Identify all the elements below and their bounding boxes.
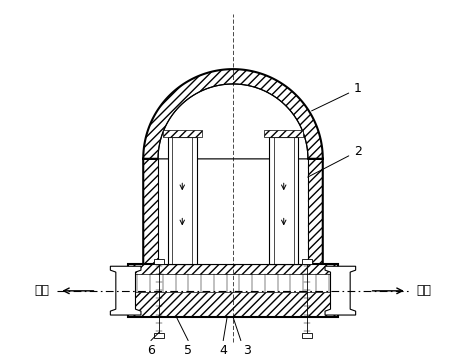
Polygon shape [163,130,202,138]
Polygon shape [110,266,141,315]
Polygon shape [269,138,298,264]
Polygon shape [128,264,338,317]
Text: 1: 1 [312,82,362,111]
Text: 进水: 进水 [417,284,432,297]
Polygon shape [325,266,356,315]
Polygon shape [264,130,303,138]
Text: 5: 5 [184,344,192,357]
Polygon shape [302,259,312,264]
Polygon shape [302,333,312,338]
Polygon shape [168,138,197,264]
Polygon shape [154,333,164,338]
Text: 4: 4 [219,344,227,357]
Text: 3: 3 [243,344,251,357]
Polygon shape [158,84,308,264]
Polygon shape [133,274,333,291]
Text: 6: 6 [147,344,155,357]
Text: 2: 2 [308,144,362,177]
Polygon shape [154,259,164,264]
Polygon shape [143,69,323,264]
Text: 出水: 出水 [34,284,49,297]
